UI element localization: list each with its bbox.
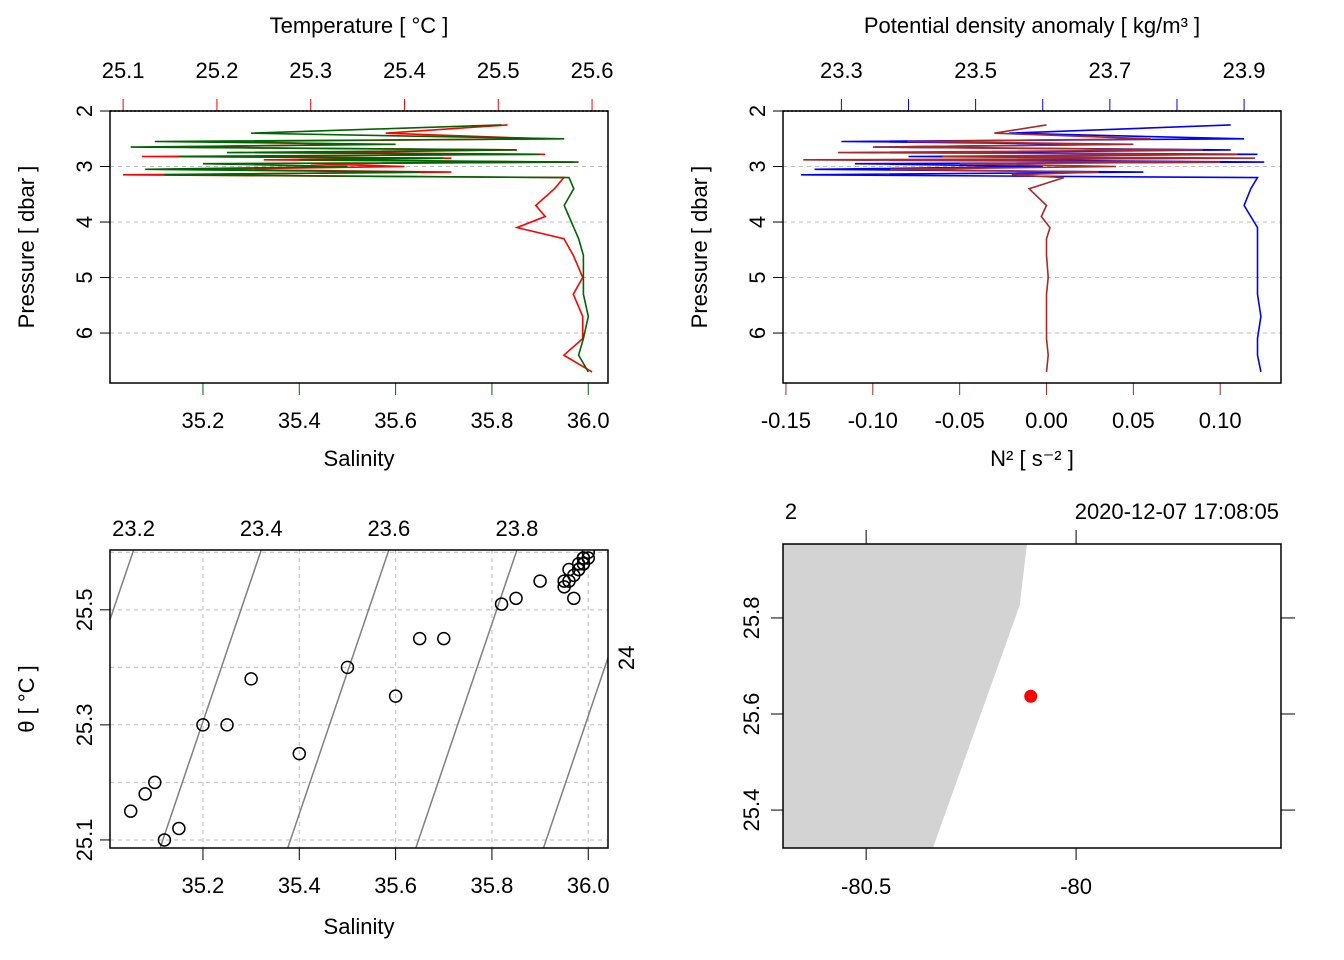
land: [783, 544, 1027, 848]
x-tick-label: 25.1: [102, 58, 145, 83]
plot-box: [109, 549, 609, 849]
ts-point: [562, 574, 576, 588]
ts-point: [494, 597, 509, 611]
ts-point: [509, 591, 523, 606]
x-tick-label: 25.2: [196, 58, 239, 83]
y-tick-label: 6: [745, 327, 770, 339]
x-tick-label: 25.4: [383, 58, 426, 83]
ts-point: [412, 631, 427, 646]
x-tick-label: 35.8: [471, 408, 514, 433]
ts-point: [388, 689, 403, 703]
x-tick-label: -80.5: [841, 874, 891, 899]
x-tick-label: 0.00: [1025, 408, 1068, 433]
y-axis-title: Pressure [ dbar ]: [687, 166, 712, 329]
ts-point: [123, 804, 138, 818]
ts-point: [533, 574, 547, 588]
y-tick-label: 25.8: [739, 597, 764, 640]
isopycnal-label: 23.4: [240, 516, 283, 541]
ts-point: [148, 775, 162, 790]
bottom-axis-title: N² [ s⁻² ]: [990, 446, 1074, 471]
y-tick-label: 3: [745, 160, 770, 172]
x-axis-title: Salinity: [324, 914, 395, 939]
y-tick-label: 5: [72, 271, 97, 283]
ts-point: [292, 746, 307, 761]
bottom-profile-line: [130, 124, 590, 373]
x-tick-label: 0.05: [1112, 408, 1155, 433]
x-tick-label: 23.3: [820, 58, 863, 83]
x-tick-label: 35.6: [374, 408, 417, 433]
y-tick-label: 25.6: [739, 693, 764, 736]
x-tick-label: 35.6: [374, 873, 417, 898]
ts-point: [581, 551, 596, 565]
time-label: 2020-12-07 17:08:05: [1075, 499, 1279, 524]
y-tick-label: 2: [745, 105, 770, 117]
ts-point: [172, 821, 186, 836]
x-tick-label: -0.05: [935, 408, 985, 433]
isopycnal: [415, 550, 518, 848]
y-tick-label: 6: [72, 327, 97, 339]
top-axis-title: Temperature [ °C ]: [270, 13, 449, 38]
isopycnal-label: 23.8: [496, 516, 539, 541]
isopycnal: [110, 550, 135, 622]
bottom-profile-line: [803, 124, 1255, 372]
ts-point: [581, 550, 596, 560]
ts-point: [196, 718, 210, 732]
x-tick-label: 35.4: [278, 873, 321, 898]
y-tick-label: 2: [72, 105, 97, 117]
x-tick-label: 25.5: [477, 58, 520, 83]
y-axis-title: Pressure [ dbar ]: [14, 166, 39, 329]
station-label: 2: [785, 499, 797, 524]
x-tick-label: 36.0: [567, 873, 610, 898]
x-tick-label: 23.9: [1223, 58, 1266, 83]
ts-point: [567, 591, 581, 606]
y-tick-label: 3: [72, 160, 97, 172]
x-tick-label: 35.2: [182, 873, 225, 898]
y-tick-label: 4: [72, 216, 97, 228]
ts-point: [220, 718, 234, 732]
bottom-axis-title: Salinity: [324, 446, 395, 471]
y-tick-label: 5: [745, 271, 770, 283]
isopycnal: [159, 550, 262, 848]
ts-point: [557, 574, 571, 588]
top-axis-title: Potential density anomaly [ kg/m³ ]: [864, 13, 1200, 38]
y-tick-label: 25.4: [739, 789, 764, 832]
x-tick-label: 35.8: [471, 873, 514, 898]
y-axis-title: θ [ °C ]: [14, 665, 39, 732]
isopycnal-label: 23.6: [367, 516, 410, 541]
x-tick-label: 35.2: [182, 408, 225, 433]
ts-point: [437, 631, 451, 646]
x-tick-label: -0.15: [761, 408, 811, 433]
y-tick-label: 25.3: [72, 703, 97, 746]
ts-point: [244, 672, 258, 686]
x-tick-label: 25.6: [571, 58, 614, 83]
x-tick-label: 25.3: [289, 58, 332, 83]
y-tick-label: 4: [745, 216, 770, 228]
x-tick-label: -80: [1060, 874, 1092, 899]
station-point: [1024, 689, 1038, 703]
ts-point: [571, 562, 586, 577]
x-tick-label: 36.0: [567, 408, 610, 433]
x-tick-label: 23.7: [1088, 58, 1131, 83]
ts-point: [157, 833, 172, 847]
isopycnal-label: 23.2: [112, 516, 155, 541]
isopycnal: [542, 655, 608, 848]
x-tick-label: 35.4: [278, 408, 321, 433]
y-tick-label: 25.5: [72, 588, 97, 631]
x-tick-label: 0.10: [1199, 408, 1242, 433]
plot-box: [782, 543, 1282, 849]
x-tick-label: 23.5: [954, 58, 997, 83]
ts-point: [340, 660, 355, 675]
x-tick-label: -0.10: [848, 408, 898, 433]
isopycnal-label: 24: [614, 646, 639, 670]
y-tick-label: 25.1: [72, 819, 97, 862]
ts-point: [138, 787, 152, 801]
isopycnal: [287, 550, 390, 848]
